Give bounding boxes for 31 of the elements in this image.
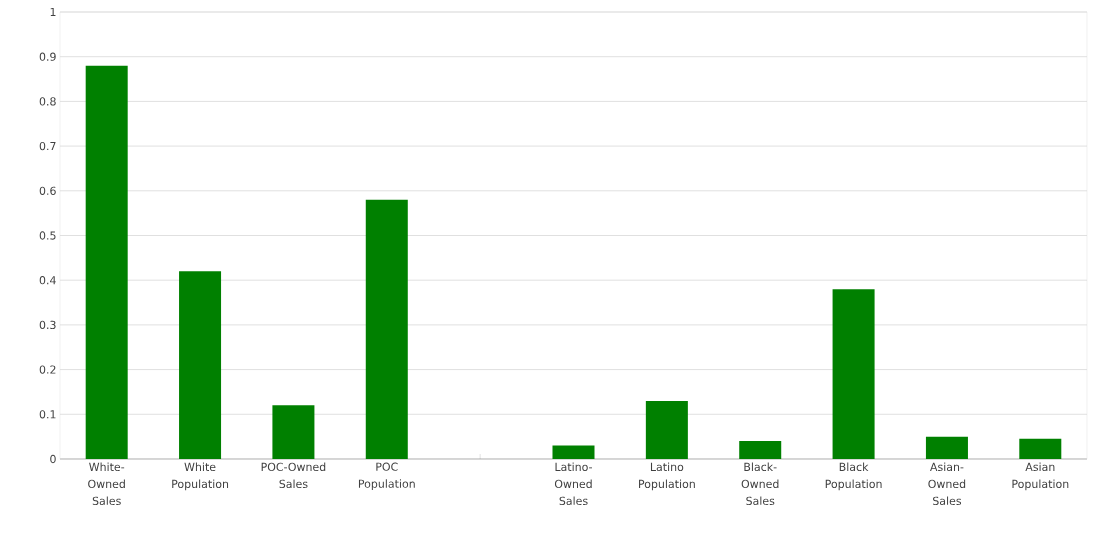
y-tick-label: 0.2: [39, 365, 56, 374]
y-tick-label: 0.9: [39, 52, 56, 61]
x-tick-label: White Population: [172, 462, 229, 491]
y-tick-label: 0.5: [39, 231, 56, 240]
bar: [552, 445, 595, 459]
x-tick-label: Asian-Owned Sales: [928, 462, 966, 506]
bar: [272, 405, 315, 459]
bar: [739, 441, 782, 459]
bar: [1019, 438, 1062, 459]
y-tick-label: 1: [50, 7, 56, 16]
bar: [365, 199, 408, 459]
bar: [645, 400, 688, 459]
y-tick-label: 0.7: [39, 141, 56, 151]
y-tick-label: 0.1: [39, 410, 56, 419]
bar: [85, 65, 128, 459]
x-tick-label: Latino-Owned Sales: [554, 462, 593, 506]
y-tick-label: 0: [50, 454, 56, 464]
y-tick-label: 0.4: [39, 276, 56, 285]
x-tick-label: POC-Owned Sales: [261, 462, 326, 489]
x-tick-label: Black-Owned Sales: [741, 462, 779, 506]
bar: [832, 289, 875, 459]
bar: [179, 271, 222, 459]
x-tick-label: Asian Population: [1012, 462, 1069, 491]
y-tick-label: 0.6: [39, 186, 56, 195]
y-tick-label: 0.3: [39, 320, 56, 330]
x-tick-label: POC Population: [358, 462, 415, 490]
bar: [925, 436, 968, 459]
y-tick-label: 0.8: [39, 97, 56, 106]
x-tick-label: Black Population: [825, 462, 882, 491]
x-tick-label: White-Owned Sales: [88, 462, 125, 506]
x-tick-label: Latino Population: [639, 462, 695, 491]
